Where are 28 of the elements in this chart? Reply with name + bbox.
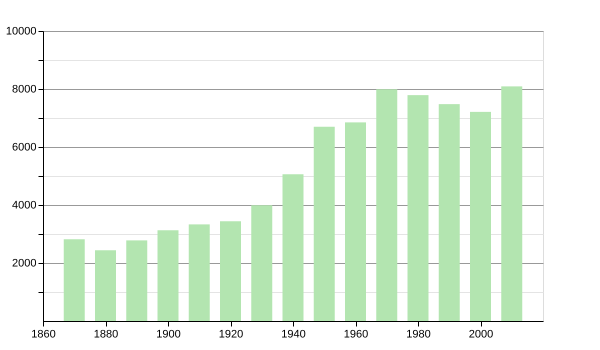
bar bbox=[126, 240, 148, 321]
bar bbox=[158, 230, 178, 321]
x-tick-label: 1980 bbox=[406, 328, 431, 340]
bar bbox=[188, 224, 210, 321]
bar bbox=[438, 104, 460, 321]
x-tick-label: 1900 bbox=[156, 328, 181, 340]
bar bbox=[95, 250, 116, 321]
bar bbox=[501, 86, 522, 321]
bar bbox=[282, 174, 304, 321]
y-tick-label: 2000 bbox=[12, 258, 36, 270]
x-tick-label: 1880 bbox=[94, 328, 118, 340]
bar bbox=[64, 239, 85, 321]
x-tick-label: 1960 bbox=[344, 328, 368, 340]
bar bbox=[345, 122, 366, 321]
x-tick-label: 1860 bbox=[31, 328, 56, 340]
y-tick-label: 4000 bbox=[12, 200, 36, 212]
bar bbox=[251, 205, 272, 321]
y-tick-label: 10000 bbox=[6, 26, 36, 38]
y-tick-label: 6000 bbox=[12, 142, 36, 154]
bar bbox=[376, 89, 398, 321]
bar bbox=[220, 221, 241, 321]
x-tick-label: 2000 bbox=[468, 328, 494, 340]
x-tick-label: 1920 bbox=[218, 328, 244, 340]
bar bbox=[408, 95, 428, 321]
bar bbox=[470, 112, 491, 321]
y-tick-label: 8000 bbox=[12, 84, 36, 96]
x-tick-label: 1940 bbox=[281, 328, 306, 340]
bar bbox=[314, 126, 335, 321]
